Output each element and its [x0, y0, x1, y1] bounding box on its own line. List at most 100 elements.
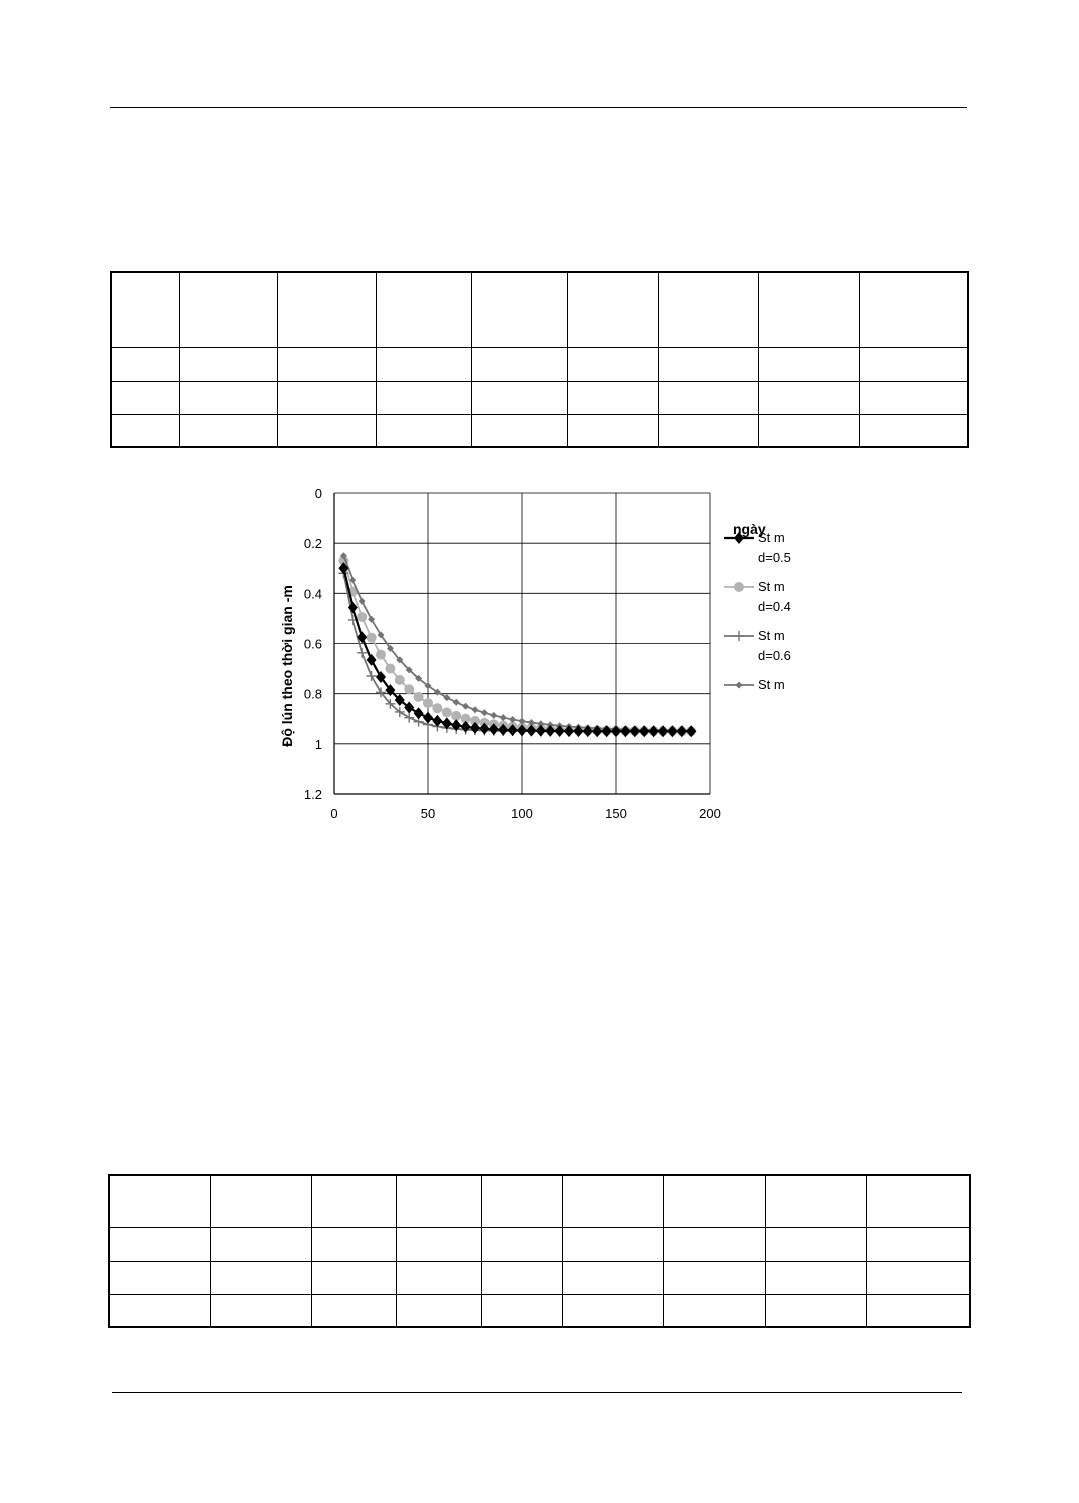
table-cell: [757, 346, 860, 382]
data-point: [338, 562, 349, 575]
x-tick-label: 200: [699, 806, 721, 821]
data-point: [413, 707, 424, 720]
table-cell: [470, 271, 568, 348]
data-point: [357, 647, 368, 658]
table-row: [110, 413, 969, 448]
table-row: [108, 1293, 971, 1328]
data-point: [404, 712, 415, 723]
data-point: [424, 682, 432, 690]
table-cell: [757, 380, 860, 415]
x-tick-label: 0: [330, 806, 337, 821]
data-point: [517, 724, 527, 737]
table-cell: [276, 380, 377, 415]
table-row: [108, 1260, 971, 1295]
data-point: [488, 723, 499, 736]
table-cell: [310, 1174, 397, 1228]
series-line: [342, 573, 692, 733]
data-point: [394, 693, 405, 706]
table-cell: [395, 1293, 482, 1328]
table-top: [110, 271, 969, 448]
table-row: [108, 1174, 971, 1228]
table-cell: [662, 1260, 766, 1295]
series-line: [342, 560, 692, 733]
data-point: [470, 721, 480, 734]
data-point: [546, 721, 554, 729]
y-tick-label: 1.2: [304, 787, 322, 802]
table-cell: [375, 380, 472, 415]
table-cell: [395, 1260, 482, 1295]
table-cell: [310, 1226, 397, 1262]
x-tick-label: 150: [605, 806, 627, 821]
table-cell: [310, 1260, 397, 1295]
data-point: [432, 714, 443, 727]
table-cell: [865, 1226, 971, 1262]
data-point: [396, 656, 404, 664]
data-point: [357, 631, 368, 644]
data-point: [471, 706, 479, 714]
table-cell: [110, 380, 180, 415]
data-point: [441, 707, 452, 718]
table-cell: [657, 346, 759, 382]
chart-legend: St m d=0.5 St m d=0.4 St m d=0.6 St m: [724, 530, 791, 692]
table-cell: [858, 380, 969, 415]
data-point: [620, 725, 631, 738]
table-cell: [108, 1293, 211, 1328]
data-point: [490, 711, 498, 719]
y-tick-label: 1: [315, 737, 322, 752]
table-cell: [865, 1174, 971, 1228]
table-cell: [395, 1174, 482, 1228]
table-cell: [209, 1174, 312, 1228]
settlement-chart: 0 0.2 0.4 0.6 0.8 1 1.2 0 50 100 150 200 Độ lún the…: [279, 486, 791, 821]
data-point: [535, 724, 546, 737]
data-point: [349, 576, 357, 584]
data-point: [404, 701, 415, 714]
data-point: [451, 719, 462, 732]
data-point: [601, 725, 612, 738]
table-cell: [178, 271, 278, 348]
data-point: [451, 710, 462, 721]
table-cell: [561, 1260, 664, 1295]
data-point: [667, 725, 678, 738]
table-cell: [110, 271, 180, 348]
data-point: [358, 597, 366, 605]
table-cell: [110, 346, 180, 382]
table-cell: [209, 1293, 312, 1328]
table-row: [110, 271, 969, 348]
legend-label: St m: [758, 628, 785, 643]
table-cell: [375, 346, 472, 382]
table-cell: [858, 413, 969, 448]
data-point: [394, 706, 405, 717]
table-cell: [566, 346, 659, 382]
y-tick-label: 0.8: [304, 687, 322, 702]
x-tick-label: 100: [511, 806, 533, 821]
data-point: [734, 631, 744, 641]
table-cell: [276, 346, 377, 382]
table-cell: [561, 1174, 664, 1228]
data-point: [518, 717, 526, 725]
table-cell: [178, 380, 278, 415]
table-cell: [657, 380, 759, 415]
table-row: [110, 346, 969, 382]
legend-entry: St m d=0.4: [724, 579, 791, 614]
table-cell: [764, 1260, 867, 1295]
data-point: [376, 649, 386, 660]
y-tick-label: 0.4: [304, 586, 322, 601]
legend-entry: St m d=0.5: [724, 530, 791, 565]
data-point: [433, 688, 441, 696]
table-cell: [178, 413, 278, 448]
data-point: [413, 691, 424, 702]
table-cell: [566, 271, 659, 348]
table-cell: [657, 271, 759, 348]
data-point: [564, 725, 574, 738]
data-point: [366, 670, 377, 681]
data-point: [347, 601, 358, 614]
data-point: [470, 715, 480, 726]
table-cell: [662, 1293, 766, 1328]
table-cell: [757, 413, 860, 448]
table-row: [108, 1226, 971, 1262]
data-point: [385, 663, 396, 674]
table-cell: [480, 1260, 563, 1295]
table-cell: [657, 413, 759, 448]
table-cell: [566, 413, 659, 448]
data-point: [460, 713, 471, 724]
